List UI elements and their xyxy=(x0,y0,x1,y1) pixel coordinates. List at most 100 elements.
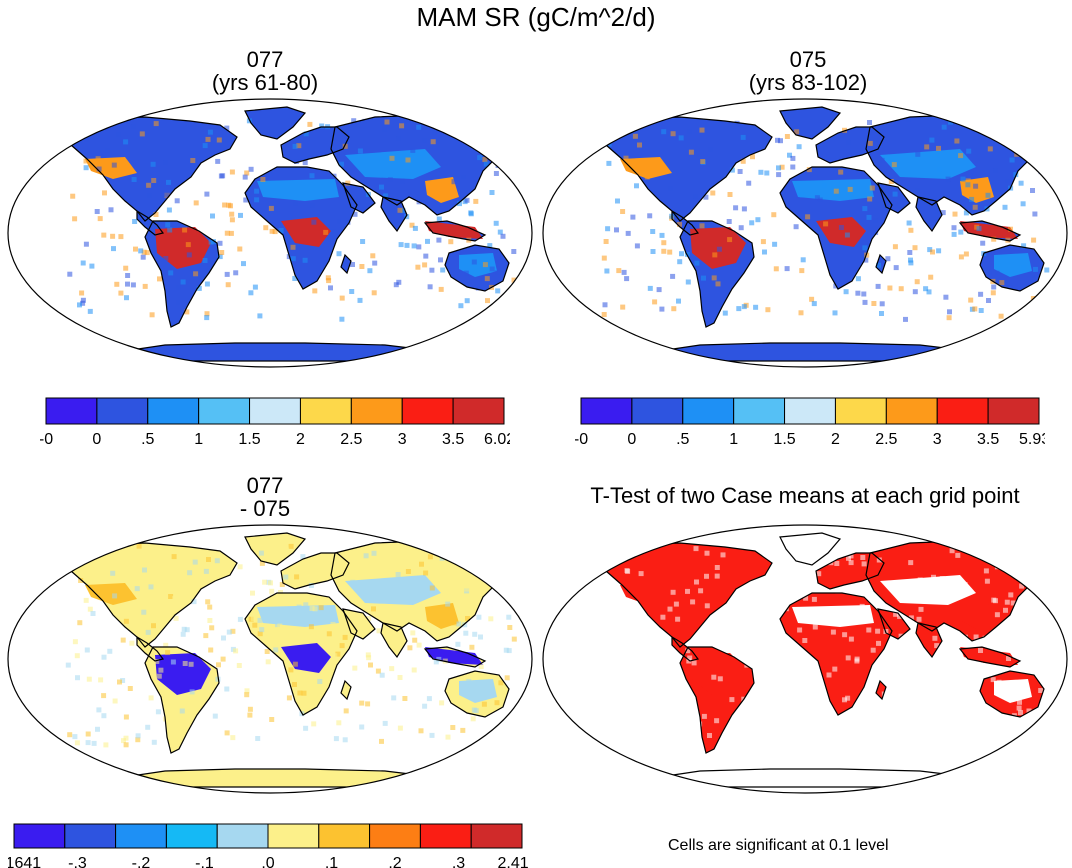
colorbar-swatch xyxy=(580,397,633,425)
colorbar-swatch xyxy=(350,397,403,425)
coastline-africa xyxy=(779,166,893,290)
colorbar-swatch xyxy=(936,397,989,425)
panel-1-title: 077 (yrs 61-80) xyxy=(140,48,390,94)
colorbar-tick-label: .0 xyxy=(261,855,274,868)
map-panel-077 xyxy=(7,98,533,368)
panel-2-title-line1: 075 xyxy=(789,47,827,72)
climate-zone-arid xyxy=(792,179,874,201)
coastline-india xyxy=(380,196,408,233)
panel-1-title-line1: 077 xyxy=(246,47,284,72)
panel-2-title: 075 (yrs 83-102) xyxy=(683,48,933,94)
map-border xyxy=(542,524,1068,794)
colorbar-swatch xyxy=(318,823,371,849)
colorbar-swatch xyxy=(13,823,66,849)
grid-cell-texture xyxy=(600,543,1054,748)
coastline-northAmerica xyxy=(599,542,773,648)
coastline-antarctica xyxy=(636,342,986,362)
coastline-centralAmerica xyxy=(136,209,165,236)
coastline-india xyxy=(915,196,943,233)
colorbar-swatch xyxy=(784,397,836,425)
colorbar-swatch xyxy=(115,823,167,849)
climate-zone-warm xyxy=(620,157,672,179)
coastline-europe xyxy=(280,552,350,590)
landmass-greenland xyxy=(245,533,305,565)
colorbar-tick-label: .3 xyxy=(452,855,465,868)
figure-title: MAM SR (gC/m^2/d) xyxy=(416,2,656,32)
colorbar-tick-label: -0 xyxy=(575,431,588,448)
climate-zone-arid xyxy=(345,149,441,179)
coastline-antarctica xyxy=(101,768,451,788)
colorbar-tick-label: 0 xyxy=(92,431,101,448)
coastline-arabia xyxy=(877,182,911,214)
colorbar-tick-label: -0 xyxy=(40,431,53,448)
colorbar-tick-label: 2 xyxy=(296,431,305,448)
landmass-northAmerica xyxy=(65,117,237,221)
climate-zone-arid xyxy=(257,179,339,201)
landmass-india xyxy=(916,197,942,231)
coastline-greenland xyxy=(779,532,842,566)
coastline-africa xyxy=(244,592,358,716)
landmass-greenland xyxy=(780,533,840,565)
colorbar-panel-3: -3.1641 -.3 -.2 -.1 .0 .1 .2 .3 2.4141 xyxy=(8,823,528,868)
climate-zone-warm xyxy=(425,603,459,629)
coastline-southAmerica xyxy=(144,220,220,328)
climate-zone-tropics xyxy=(425,221,483,239)
grid-cell-texture xyxy=(601,117,1053,322)
map-panel-difference xyxy=(7,524,533,794)
colorbar-swatch xyxy=(987,397,1040,425)
panel-2-title-line2: (yrs 83-102) xyxy=(748,70,868,95)
colorbar-tick-label: 5.931 xyxy=(1019,431,1045,448)
colorbar-swatch xyxy=(267,823,320,849)
coastline-arabia xyxy=(342,182,376,214)
colorbar-swatch xyxy=(45,397,98,425)
climate-zone-arid xyxy=(880,575,976,605)
colorbar-tick-label: 1 xyxy=(729,431,738,448)
colorbar-tick-label: 0 xyxy=(627,431,636,448)
coastline-greenland xyxy=(244,106,307,140)
grid-cell-texture xyxy=(65,543,519,748)
climate-zone-tropics xyxy=(155,653,211,695)
colorbar-tick-label: 6.028 xyxy=(484,431,510,448)
colorbar-tick-label: 2 xyxy=(831,431,840,448)
panel-3-title-line1: 077 xyxy=(246,473,284,498)
climate-zone-tropics xyxy=(816,643,866,673)
coastline-indonesia xyxy=(423,646,487,668)
map-panel-075 xyxy=(542,98,1068,368)
coastline-madagascar xyxy=(875,679,887,701)
coastline-indonesia xyxy=(423,220,487,242)
coastline-centralAmerica xyxy=(671,635,700,662)
climate-zone-warm xyxy=(85,157,137,179)
colorbar-tick-label: .2 xyxy=(388,855,401,868)
map-border xyxy=(7,524,533,794)
climate-zone-tropics xyxy=(155,227,211,269)
climate-zone-tropics xyxy=(960,647,1018,665)
colorbar-tick-label: -.3 xyxy=(68,855,87,868)
landmass-india xyxy=(381,197,407,231)
colorbar-tick-label: -3.1641 xyxy=(8,855,41,868)
coastline-australia xyxy=(979,244,1045,292)
coastline-india xyxy=(915,622,943,659)
coastline-europe xyxy=(815,126,885,164)
coastline-arabia xyxy=(342,608,376,640)
colorbar-tick-label: 2.5 xyxy=(340,431,362,448)
coastline-northAmerica xyxy=(599,116,773,222)
colorbar-swatch xyxy=(470,823,523,849)
colorbar-swatch xyxy=(419,823,472,849)
colorbar-swatch xyxy=(682,397,735,425)
colorbar-swatch xyxy=(733,397,786,425)
colorbar-tick-label: 1.5 xyxy=(238,431,260,448)
colorbar-swatch xyxy=(631,397,684,425)
colorbar-tick-label: 2.5 xyxy=(875,431,897,448)
colorbar-swatch xyxy=(64,823,117,849)
colorbar-tick-label: 1 xyxy=(194,431,203,448)
colorbar-swatch xyxy=(165,823,218,849)
coastline-indonesia xyxy=(958,220,1022,242)
landmass-india xyxy=(381,623,407,657)
climate-zone-warm xyxy=(425,177,459,203)
coastline-southAmerica xyxy=(679,646,755,754)
colorbar-swatch xyxy=(885,397,938,425)
coastline-antarctica xyxy=(101,342,451,362)
colorbar-tick-label: 3 xyxy=(933,431,942,448)
coastline-southAmerica xyxy=(679,220,755,328)
landmass-greenland xyxy=(245,107,305,139)
